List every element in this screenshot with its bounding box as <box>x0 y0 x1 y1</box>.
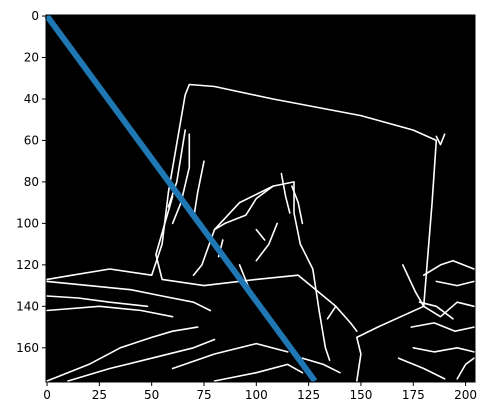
edge-contour <box>167 129 186 208</box>
y-tick-label: 160 <box>16 341 39 355</box>
edge-contour <box>46 326 199 382</box>
y-tick-label: 0 <box>31 9 39 23</box>
image-area <box>46 15 475 382</box>
y-tick-label: 140 <box>16 299 39 313</box>
edge-contour <box>171 342 289 370</box>
y-tick-label: 60 <box>24 133 39 147</box>
x-tick-label: 75 <box>196 388 211 402</box>
x-tick-label: 200 <box>454 388 477 402</box>
edge-contour <box>397 357 446 380</box>
edge-contour <box>46 280 212 312</box>
x-axis: 0 25 50 75 100 125 150 175 200 <box>43 382 477 402</box>
edge-contour <box>456 357 475 380</box>
edge-contour <box>213 363 304 382</box>
edge-contour <box>155 195 358 333</box>
edge-contour <box>46 305 174 318</box>
edge-contour <box>422 259 475 277</box>
y-tick-label: 100 <box>16 216 39 230</box>
edge-contour <box>435 133 446 146</box>
edge-contour <box>291 185 304 225</box>
series-line <box>44 14 318 383</box>
edge-contour <box>418 301 454 320</box>
edge-contour <box>167 83 438 382</box>
edge-contour <box>67 338 216 382</box>
x-tick-label: 125 <box>297 388 320 402</box>
image-axes <box>44 14 476 383</box>
edge-contour <box>192 181 331 362</box>
edge-contour <box>412 346 475 353</box>
edge-image <box>46 83 475 382</box>
edge-contour <box>213 185 274 231</box>
y-tick-label: 80 <box>24 175 39 189</box>
edge-contour <box>301 357 341 374</box>
axes-frame <box>45 14 476 383</box>
x-tick-label: 175 <box>402 388 425 402</box>
x-tick-label: 100 <box>245 388 268 402</box>
y-axis: 0 20 40 60 80 100 120 140 160 <box>16 9 46 355</box>
edge-contour <box>401 264 475 318</box>
edge-contour <box>280 172 291 214</box>
edge-contour <box>255 228 266 241</box>
edge-contour <box>46 295 149 308</box>
x-tick-label: 0 <box>43 388 51 402</box>
edge-contour <box>192 160 205 220</box>
edge-contour <box>46 191 170 281</box>
edge-contour <box>255 222 279 262</box>
x-tick-label: 50 <box>144 388 159 402</box>
series-layer <box>44 14 318 383</box>
y-tick-label: 20 <box>24 51 39 65</box>
edge-contour <box>171 133 191 225</box>
edge-contour <box>410 322 475 333</box>
edge-contour <box>326 305 337 320</box>
x-tick-label: 25 <box>92 388 107 402</box>
y-tick-label: 120 <box>16 258 39 272</box>
x-tick-label: 150 <box>349 388 372 402</box>
y-tick-label: 40 <box>24 92 39 106</box>
edge-contour <box>435 280 475 287</box>
